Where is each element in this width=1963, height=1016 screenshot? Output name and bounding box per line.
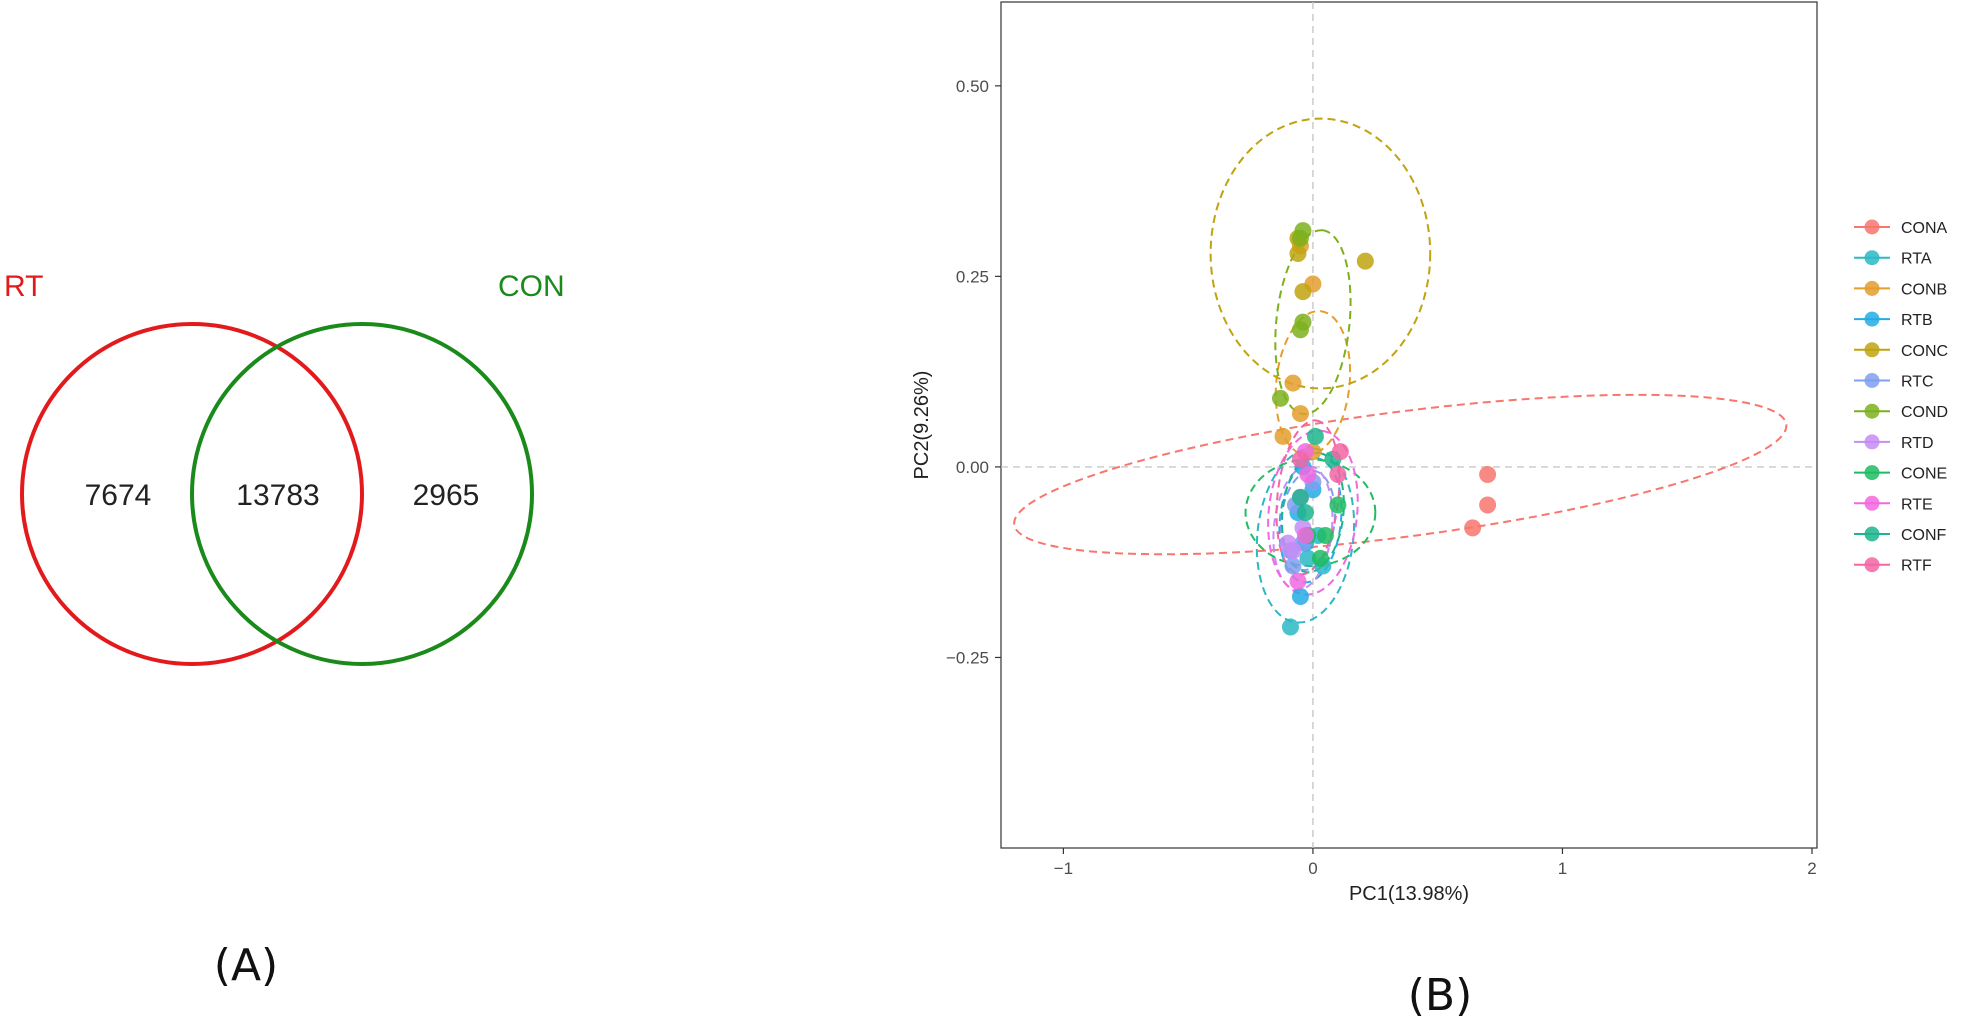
- y-tick-label: 0.00: [956, 458, 989, 477]
- legend-label: RTC: [1901, 374, 1934, 391]
- point-rte-4: [1296, 527, 1314, 545]
- point-rte-1: [1299, 466, 1317, 484]
- legend-item-conb: CONB: [1854, 280, 1947, 298]
- legend-label: RTD: [1901, 435, 1934, 452]
- legend-item-rtc: RTC: [1854, 373, 1934, 391]
- point-rtd-3: [1279, 534, 1297, 552]
- point-cone-2: [1311, 549, 1329, 567]
- legend: CONA RTA CONB RTB CONC RTC COND RTD CONE RTE CONF R…: [1854, 219, 1948, 575]
- legend-key-point: [1864, 434, 1880, 450]
- legend-key-point: [1864, 495, 1880, 511]
- legend-key-point: [1864, 250, 1880, 266]
- point-conf-2: [1306, 427, 1324, 445]
- data-points: [1271, 222, 1497, 636]
- legend-key-point: [1864, 311, 1880, 327]
- legend-key-point: [1864, 219, 1880, 235]
- legend-key-point: [1864, 403, 1880, 419]
- legend-key-point: [1864, 526, 1880, 542]
- y-tick-label: 0.25: [956, 267, 989, 286]
- point-cone-3: [1316, 527, 1334, 545]
- panel-label-b: (B): [1408, 970, 1473, 1016]
- y-tick-label: 0.50: [956, 77, 989, 96]
- venn-circle-con: [190, 322, 534, 666]
- point-cone-1: [1329, 496, 1347, 514]
- x-tick-label: 0: [1308, 859, 1317, 878]
- point-cona-2: [1479, 496, 1497, 514]
- legend-key-point: [1864, 557, 1880, 573]
- y-axis-title: PC2(9.26%): [911, 371, 933, 480]
- reference-lines: [1001, 2, 1817, 848]
- legend-item-cona: CONA: [1854, 219, 1948, 237]
- legend-key-point: [1864, 342, 1880, 358]
- legend-item-rte: RTE: [1854, 495, 1933, 513]
- point-rtc-3: [1284, 557, 1302, 575]
- legend-item-rta: RTA: [1854, 250, 1932, 268]
- ellipse-rtf: [1275, 419, 1341, 576]
- venn-count-intersection: 13783: [236, 479, 319, 512]
- legend-label: COND: [1901, 404, 1948, 421]
- legend-label: RTF: [1901, 558, 1932, 575]
- y-tick-label: −0.25: [946, 648, 989, 667]
- legend-label: CONC: [1901, 343, 1948, 360]
- plot-panel-border: [1000, 1, 1818, 849]
- point-conf-3: [1291, 488, 1309, 506]
- legend-item-cone: CONE: [1854, 465, 1947, 483]
- legend-item-conf: CONF: [1854, 526, 1947, 544]
- point-conc-3: [1294, 283, 1312, 301]
- axis-ticks: −1 0 1 2 0.50 0.25 0.00 −0.25: [946, 77, 1817, 878]
- point-cond-4: [1271, 389, 1289, 407]
- legend-label: RTB: [1901, 312, 1933, 329]
- legend-key-point: [1864, 280, 1880, 296]
- venn-set-label-con: CON: [498, 270, 565, 303]
- legend-label: CONF: [1901, 527, 1947, 544]
- legend-item-rtb: RTB: [1854, 311, 1933, 329]
- point-conb-4: [1291, 405, 1309, 423]
- venn-set-label-rt: RT: [4, 270, 43, 303]
- point-rta-3: [1281, 618, 1299, 636]
- legend-label: CONA: [1901, 220, 1948, 237]
- ellipse-conc: [1209, 117, 1432, 390]
- point-rtb-5: [1291, 587, 1309, 605]
- legend-key-point: [1864, 465, 1880, 481]
- point-conc-1: [1289, 245, 1307, 263]
- point-rte-3: [1289, 572, 1307, 590]
- legend-label: RTE: [1901, 496, 1933, 513]
- point-conf-4: [1296, 504, 1314, 522]
- point-rtf-2: [1329, 466, 1347, 484]
- venn-diagram: RT CON 7674 13783 2965 (A): [4, 270, 565, 991]
- panel-label-a: (A): [214, 940, 278, 991]
- point-rta-1: [1299, 549, 1317, 567]
- x-tick-label: 1: [1558, 859, 1567, 878]
- legend-item-conc: CONC: [1854, 342, 1948, 360]
- point-rtf-1: [1331, 443, 1349, 461]
- point-conc-2: [1356, 252, 1374, 270]
- x-tick-label: −1: [1054, 859, 1073, 878]
- legend-item-rtd: RTD: [1854, 434, 1934, 452]
- pca-scatter-plot: −1 0 1 2 0.50 0.25 0.00 −0.25 PC1(13.98%) PC2(9…: [911, 1, 1948, 1016]
- point-cona-1: [1479, 466, 1497, 484]
- point-rtf-3: [1291, 450, 1309, 468]
- legend-key-point: [1864, 373, 1880, 388]
- point-cona-3: [1464, 519, 1482, 537]
- venn-count-con-only: 2965: [413, 479, 480, 512]
- x-axis-title: PC1(13.98%): [1349, 883, 1469, 905]
- legend-label: RTA: [1901, 251, 1932, 268]
- legend-label: CONE: [1901, 466, 1947, 483]
- ellipse-cona: [1013, 393, 1788, 556]
- legend-item-cond: COND: [1854, 403, 1948, 421]
- x-tick-label: 2: [1807, 859, 1816, 878]
- venn-circle-rt: [20, 322, 364, 666]
- point-cond-2: [1291, 229, 1309, 247]
- legend-item-rtf: RTF: [1854, 557, 1932, 575]
- legend-label: CONB: [1901, 281, 1947, 298]
- point-conb-5: [1274, 427, 1292, 445]
- point-cond-5: [1291, 321, 1309, 339]
- venn-count-rt-only: 7674: [85, 479, 152, 512]
- point-conb-3: [1284, 374, 1302, 392]
